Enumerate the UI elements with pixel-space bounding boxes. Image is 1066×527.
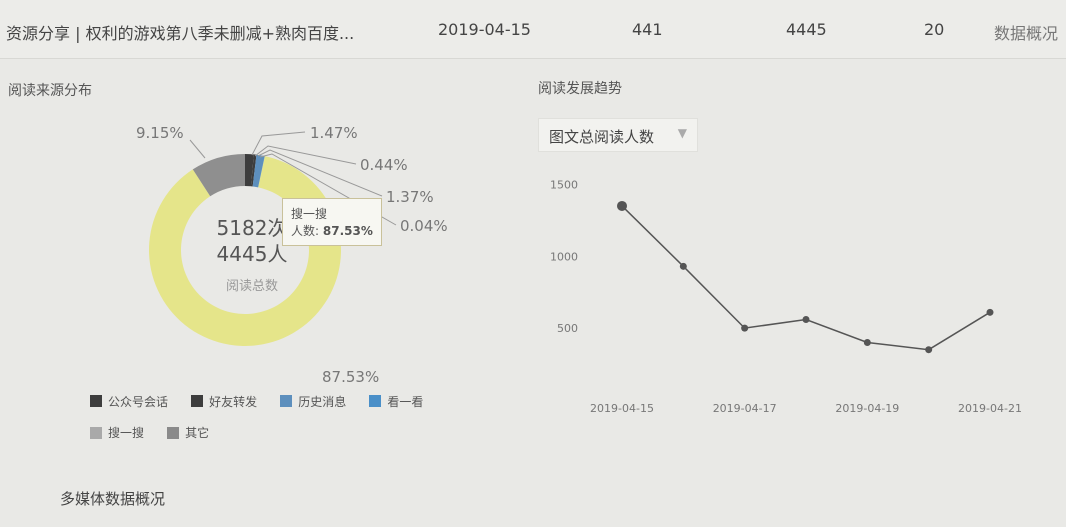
y-tick-label: 1000 (550, 250, 578, 263)
trend-point (925, 346, 933, 354)
tooltip-name: 搜一搜 (291, 207, 328, 221)
legend-swatch (90, 426, 102, 439)
trend-point (802, 316, 810, 323)
x-tick-label: 2019-04-15 (590, 402, 654, 415)
donut-slice-1 (250, 154, 257, 187)
donut-center-count: 5182次 (217, 216, 288, 240)
legend-swatch (90, 395, 102, 407)
trend-point (679, 262, 687, 270)
article-row: 资源分享 | 权利的游戏第八季未删减+熟肉百度... 2019-04-15 44… (0, 0, 1066, 59)
donut-slice-3 (258, 156, 265, 188)
donut-leader-line-3 (257, 149, 383, 197)
legend-item-search[interactable]: 搜一搜 (90, 424, 144, 441)
metric-select-value: 图文总阅读人数 (549, 128, 655, 146)
legend-label: 公众号会话 (108, 394, 169, 409)
x-tick-label: 2019-04-17 (713, 402, 777, 415)
metric-2: 4445 (786, 20, 827, 39)
legend-swatch (167, 426, 180, 439)
donut-leader-line-0 (189, 139, 206, 159)
x-tick-label: 2019-04-19 (835, 402, 899, 415)
donut-label-search: 87.53% (322, 368, 379, 386)
donut-tooltip: 搜一搜 人数: 87.53% (282, 198, 382, 246)
donut-label-forward: 0.44% (360, 156, 408, 174)
metric-1: 441 (632, 20, 663, 39)
tooltip-value-row: 人数: 87.53% (291, 222, 373, 239)
legend-swatch (369, 395, 382, 407)
donut-label-look: 0.04% (400, 217, 448, 235)
trend-point (741, 324, 749, 332)
donut-label-official: 1.47% (310, 124, 358, 142)
donut-label-other: 9.15% (136, 124, 184, 142)
trend-point (617, 200, 627, 211)
trend-title: 阅读发展趋势 (538, 81, 622, 97)
tooltip-value: 87.53% (322, 224, 373, 238)
donut-leader-line-2 (254, 145, 357, 165)
tooltip-label: 人数: (291, 224, 320, 238)
trend-series-line (621, 205, 991, 351)
donut-slice-0 (245, 154, 254, 187)
multimedia-overview-title: 多媒体数据概况 (60, 490, 166, 508)
trend-point (863, 339, 871, 346)
legend-item-look[interactable]: 看一看 (369, 393, 423, 410)
legend-label: 历史消息 (298, 394, 347, 409)
metric-3: 20 (924, 20, 945, 39)
donut-center-people: 4445人 (217, 242, 288, 266)
chevron-down-icon: ▼ (677, 126, 687, 140)
legend-label: 其它 (185, 426, 210, 440)
source-donut-chart: 9.15% 1.47% 0.44% 1.37% 0.04% 87.53% 518… (136, 124, 448, 386)
x-tick-label: 2019-04-21 (958, 402, 1022, 415)
donut-slice-5 (192, 154, 245, 197)
legend-swatch (280, 395, 293, 407)
source-distribution-title: 阅读来源分布 (8, 83, 92, 99)
trend-point (986, 308, 994, 316)
legend-swatch (191, 395, 204, 407)
legend-label: 好友转发 (209, 394, 258, 409)
legend-item-history[interactable]: 历史消息 (280, 393, 346, 410)
donut-leader-line-1 (251, 131, 306, 156)
donut-legend: 公众号会话 好友转发 历史消息 看一看 搜一搜 其它 (90, 392, 470, 455)
donut-center-label: 阅读总数 (226, 279, 278, 294)
legend-item-forward[interactable]: 好友转发 (191, 393, 257, 410)
publish-date: 2019-04-15 (438, 20, 531, 39)
article-title[interactable]: 资源分享 | 权利的游戏第八季未删减+熟肉百度... (6, 24, 355, 43)
legend-item-official[interactable]: 公众号会话 (90, 393, 168, 410)
donut-label-history: 1.37% (386, 188, 434, 206)
data-overview-link[interactable]: 数据概况 (994, 24, 1059, 43)
legend-item-other[interactable]: 其它 (167, 424, 209, 441)
y-tick-label: 1500 (550, 178, 578, 191)
donut-slice-2 (252, 154, 265, 188)
y-tick-label: 500 (557, 322, 578, 335)
legend-label: 看一看 (387, 394, 424, 409)
trend-line-chart: 500 1000 1500 2019-04-15 2019-04-17 2019-04-… (550, 178, 1022, 415)
legend-label: 搜一搜 (108, 426, 145, 440)
metric-select[interactable]: 图文总阅读人数 ▼ (538, 118, 698, 152)
